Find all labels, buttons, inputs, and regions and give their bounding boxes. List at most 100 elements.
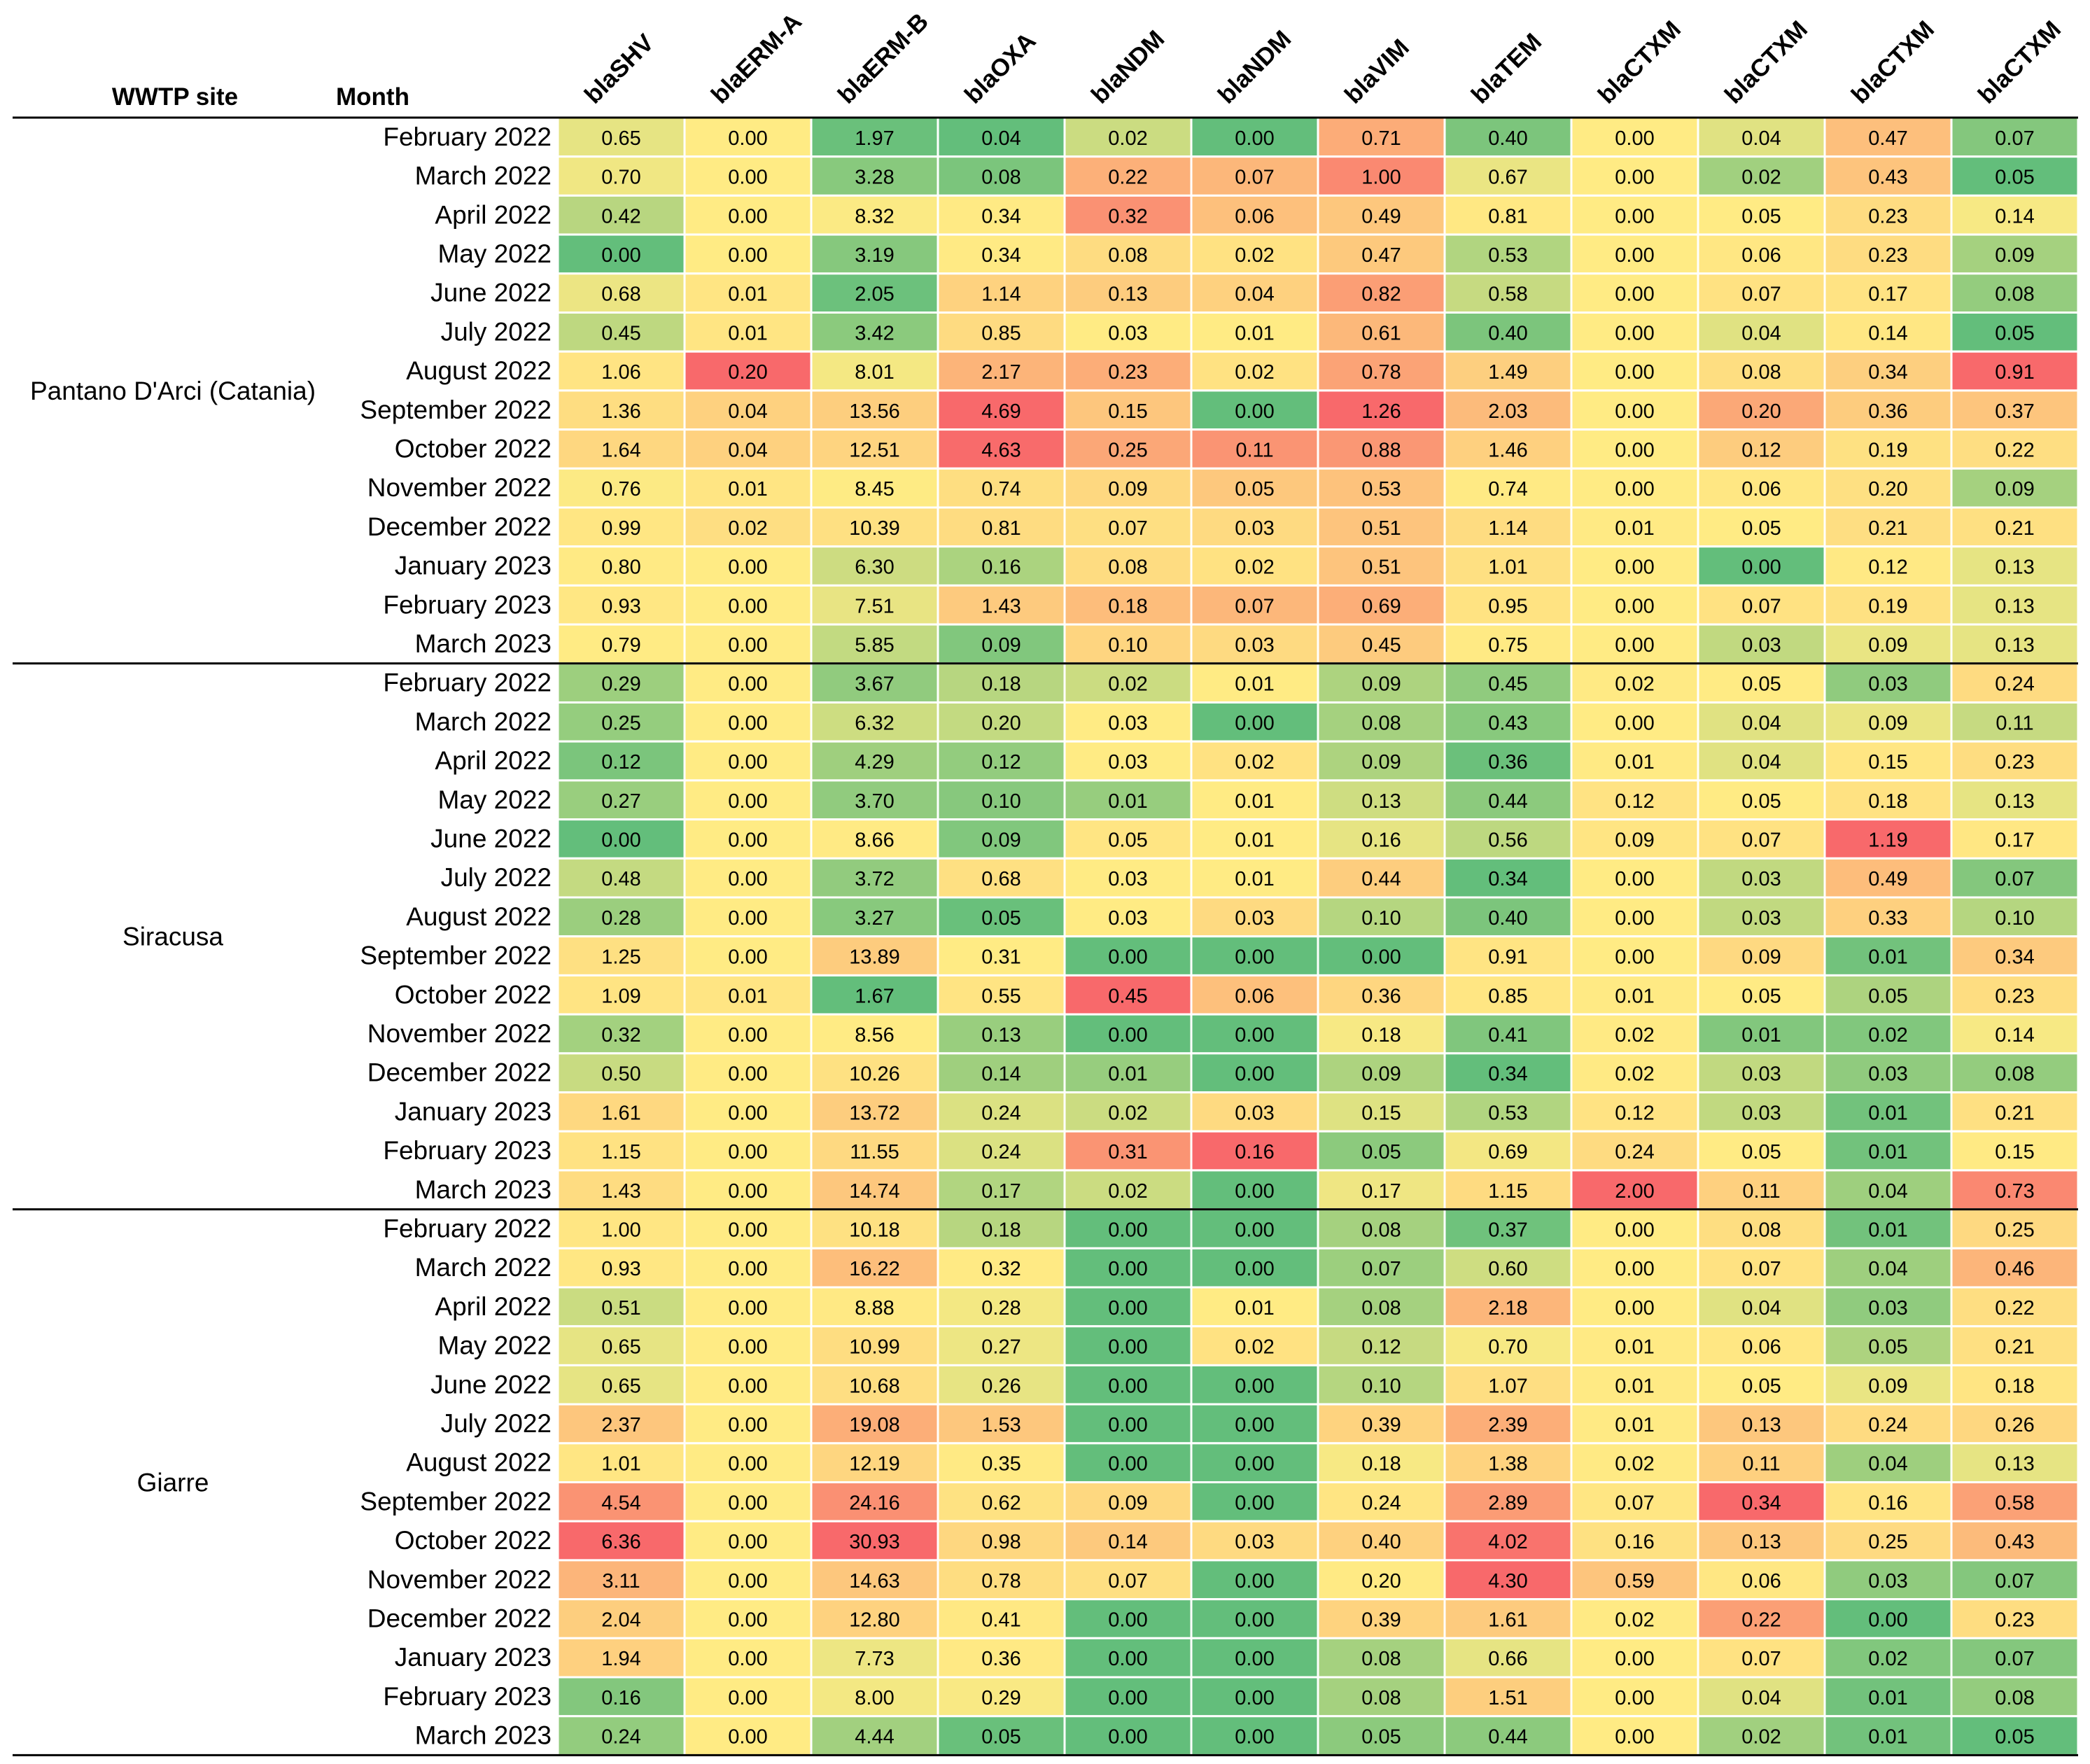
cell-value: 0.01 bbox=[1615, 517, 1654, 540]
cell-value: 0.00 bbox=[1615, 1687, 1654, 1709]
cell-value: 0.00 bbox=[728, 1141, 767, 1163]
cell-value: 0.04 bbox=[728, 400, 767, 423]
cell-value: 1.25 bbox=[601, 946, 640, 969]
cell-value: 0.06 bbox=[1741, 1336, 1781, 1359]
heatmap-cell bbox=[1443, 701, 1573, 743]
cell-value: 0.07 bbox=[1615, 1492, 1654, 1514]
cell-value: 4.63 bbox=[981, 439, 1021, 461]
cell-value: 12.19 bbox=[849, 1453, 900, 1476]
cell-value: 0.01 bbox=[728, 478, 767, 500]
column-header-blactxm: blaCTXM bbox=[1720, 15, 1813, 108]
cell-value: 0.04 bbox=[1741, 1687, 1781, 1709]
cell-value: 0.00 bbox=[1868, 1609, 1907, 1631]
heatmap-cell bbox=[1063, 935, 1193, 976]
heatmap-cell bbox=[1443, 1364, 1573, 1406]
month-label: October 2022 bbox=[395, 434, 552, 463]
heatmap-cell bbox=[1697, 545, 1826, 587]
cell-value: 1.51 bbox=[1488, 1687, 1527, 1709]
heatmap-cell bbox=[683, 506, 813, 548]
cell-value: 0.28 bbox=[601, 907, 640, 930]
heatmap-cell bbox=[1190, 1598, 1319, 1639]
heatmap-cell bbox=[1190, 896, 1319, 938]
cell-value: 0.00 bbox=[728, 634, 767, 657]
heatmap-cell bbox=[1823, 1052, 1953, 1094]
heatmap-cell bbox=[1443, 974, 1573, 1016]
cell-value: 0.00 bbox=[1235, 1726, 1274, 1749]
heatmap-cell bbox=[810, 1286, 939, 1328]
cell-value: 14.74 bbox=[849, 1180, 900, 1203]
cell-value: 0.35 bbox=[981, 1453, 1021, 1476]
month-label: August 2022 bbox=[406, 356, 552, 385]
month-label: December 2022 bbox=[367, 1604, 552, 1632]
cell-value: 0.07 bbox=[1741, 829, 1781, 851]
cell-value: 1.00 bbox=[601, 1219, 640, 1241]
heatmap-cell bbox=[1570, 1247, 1699, 1289]
heatmap-cell bbox=[556, 974, 686, 1016]
cell-value: 0.00 bbox=[1235, 127, 1274, 150]
cell-value: 0.81 bbox=[1488, 205, 1527, 227]
heatmap-cell bbox=[1570, 1286, 1699, 1328]
heatmap-cell bbox=[556, 740, 686, 782]
cell-value: 0.06 bbox=[1235, 205, 1274, 227]
cell-value: 0.31 bbox=[1108, 1141, 1147, 1163]
cell-value: 0.01 bbox=[1615, 1414, 1654, 1436]
cell-value: 0.20 bbox=[728, 361, 767, 384]
heatmap-cell bbox=[1950, 116, 2080, 158]
cell-value: 0.20 bbox=[1361, 1570, 1401, 1592]
heatmap-cell bbox=[1443, 312, 1573, 353]
heatmap-cell bbox=[1697, 155, 1826, 197]
cell-value: 0.16 bbox=[1868, 1492, 1907, 1514]
cell-value: 0.02 bbox=[1868, 1024, 1907, 1046]
cell-value: 0.11 bbox=[1996, 712, 2033, 734]
cell-value: 0.00 bbox=[1615, 595, 1654, 617]
cell-value: 0.75 bbox=[1488, 634, 1527, 657]
heatmap-cell bbox=[810, 740, 939, 782]
cell-value: 2.18 bbox=[1488, 1297, 1527, 1320]
cell-value: 0.22 bbox=[1741, 1609, 1781, 1631]
cell-value: 0.91 bbox=[1488, 946, 1527, 969]
cell-value: 0.10 bbox=[1995, 907, 2034, 930]
cell-value: 0.74 bbox=[981, 478, 1021, 500]
heatmap-cell bbox=[810, 1052, 939, 1094]
cell-value: 0.40 bbox=[1361, 1531, 1401, 1553]
cell-value: 0.68 bbox=[601, 284, 640, 306]
cell-value: 0.00 bbox=[1108, 1375, 1147, 1397]
heatmap-cell bbox=[556, 350, 686, 392]
cell-value: 10.99 bbox=[849, 1336, 900, 1359]
cell-value: 0.98 bbox=[981, 1531, 1021, 1553]
heatmap-cell bbox=[1190, 272, 1319, 314]
heatmap-cell bbox=[683, 155, 813, 197]
heatmap-cell bbox=[810, 350, 939, 392]
heatmap-cell bbox=[1823, 818, 1953, 860]
cell-value: 0.00 bbox=[728, 1492, 767, 1514]
heatmap-cell bbox=[937, 623, 1066, 665]
heatmap-cell bbox=[1063, 1676, 1193, 1718]
heatmap-cell bbox=[1443, 1052, 1573, 1094]
cell-value: 0.25 bbox=[1108, 439, 1147, 461]
cell-value: 0.59 bbox=[1615, 1570, 1654, 1592]
cell-value: 0.62 bbox=[981, 1492, 1021, 1514]
month-label: May 2022 bbox=[438, 785, 552, 814]
cell-value: 0.08 bbox=[1361, 1687, 1401, 1709]
heatmap-cell bbox=[1697, 1442, 1826, 1484]
cell-value: 0.18 bbox=[1361, 1453, 1401, 1476]
heatmap-cell bbox=[1823, 1676, 1953, 1718]
heatmap-cell bbox=[1570, 1052, 1699, 1094]
cell-value: 0.00 bbox=[728, 1531, 767, 1553]
cell-value: 0.45 bbox=[1108, 985, 1147, 1007]
heatmap-cell bbox=[1823, 584, 1953, 626]
cell-value: 0.05 bbox=[1741, 1375, 1781, 1397]
cell-value: 0.00 bbox=[1615, 946, 1654, 969]
cell-value: 0.14 bbox=[981, 1063, 1021, 1086]
heatmap-cell bbox=[1063, 1091, 1193, 1133]
month-label: March 2022 bbox=[415, 707, 552, 736]
cell-value: 0.00 bbox=[1108, 946, 1147, 969]
cell-value: 0.04 bbox=[1741, 751, 1781, 774]
heatmap-cell bbox=[1317, 272, 1446, 314]
heatmap-cell bbox=[1063, 155, 1193, 197]
heatmap-cells bbox=[556, 116, 2080, 1756]
heatmap-cell bbox=[1697, 1325, 1826, 1366]
cell-value: 0.00 bbox=[1615, 361, 1654, 384]
cell-value: 0.00 bbox=[1108, 1726, 1147, 1749]
cell-value: 14.63 bbox=[849, 1570, 900, 1592]
